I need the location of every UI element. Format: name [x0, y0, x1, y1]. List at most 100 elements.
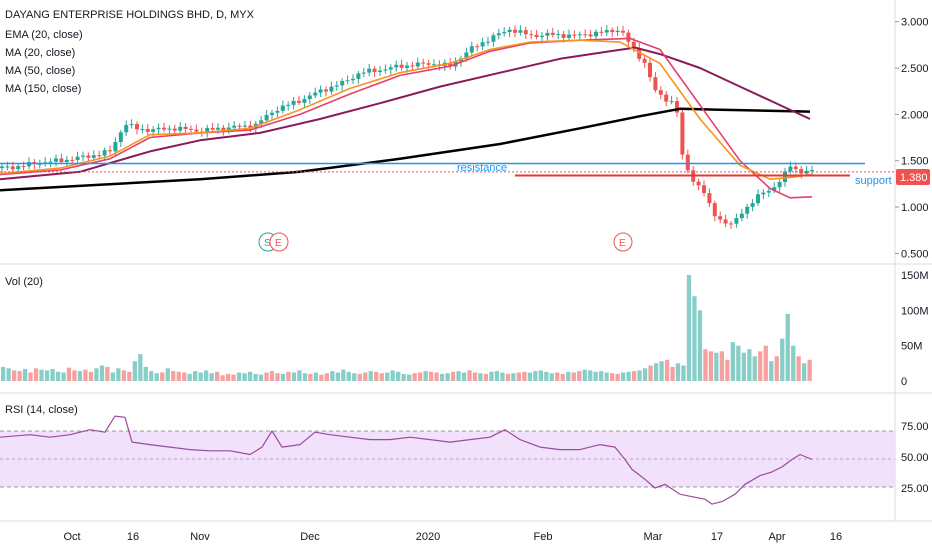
- volume-bar: [6, 368, 11, 381]
- volume-bar: [648, 365, 653, 381]
- candle-body: [140, 128, 145, 130]
- volume-bar: [511, 373, 516, 381]
- volume-bar: [346, 371, 351, 381]
- volume-bar: [61, 372, 66, 381]
- candle-body: [232, 125, 237, 128]
- candle-body: [766, 190, 771, 193]
- candle-body: [156, 127, 161, 130]
- volume-bar: [719, 351, 724, 381]
- candle-body: [642, 58, 647, 63]
- candle-body: [486, 41, 490, 43]
- candle-body: [421, 62, 426, 64]
- time-axis-tick: Oct: [63, 531, 80, 543]
- volume-bar: [50, 369, 55, 381]
- candle-body: [513, 29, 517, 33]
- candle-body: [205, 128, 210, 133]
- candle-body: [729, 223, 733, 225]
- candle-body: [59, 158, 64, 163]
- volume-bar: [39, 369, 44, 381]
- candle-body: [707, 193, 712, 204]
- time-axis-tick: Feb: [534, 531, 553, 543]
- volume-bar: [258, 374, 264, 381]
- candle-body: [432, 64, 436, 66]
- volume-bar: [280, 373, 286, 381]
- candle-body: [108, 150, 112, 152]
- candle-body: [491, 35, 496, 42]
- volume-bar: [478, 373, 483, 381]
- price-axis-tick: 0.500: [901, 248, 929, 260]
- volume-bar: [160, 372, 165, 381]
- volume-bar: [747, 349, 752, 381]
- event-marker-e-2[interactable]: E: [613, 232, 633, 252]
- volume-bar: [549, 373, 554, 381]
- volume-bar: [264, 372, 269, 381]
- candle-body: [739, 213, 744, 219]
- candle-body: [545, 32, 550, 36]
- volume-bar: [204, 370, 209, 381]
- candle-body: [658, 90, 663, 95]
- volume-bar: [615, 373, 620, 381]
- candle-body: [383, 69, 388, 71]
- candle-body: [540, 35, 544, 38]
- candle-body: [172, 128, 177, 131]
- candle-body: [54, 158, 58, 162]
- volume-bar: [566, 371, 571, 381]
- volume-bar: [127, 371, 132, 381]
- candle-body: [378, 70, 382, 72]
- candle-body: [653, 77, 658, 91]
- rsi-axis-tick: 75.00: [901, 421, 929, 433]
- support-label: support: [855, 175, 892, 187]
- volume-bar: [774, 356, 779, 381]
- volume-bar: [231, 374, 236, 381]
- volume-bar: [741, 352, 746, 381]
- ma50-line: [0, 46, 811, 181]
- volume-bar: [215, 371, 220, 381]
- candle-body: [226, 127, 231, 131]
- volume-bar: [725, 359, 730, 381]
- candle-body: [723, 219, 728, 224]
- candle-body: [37, 163, 42, 165]
- candle-body: [162, 127, 166, 130]
- volume-bar: [198, 372, 203, 381]
- candle-body: [594, 31, 598, 37]
- candle-body: [221, 127, 226, 131]
- candle-body: [307, 95, 312, 100]
- volume-bar: [44, 370, 50, 381]
- candle-body: [151, 129, 156, 132]
- candle-body: [345, 80, 350, 82]
- volume-bar: [418, 372, 423, 381]
- rsi-title: RSI (14, close): [5, 404, 78, 416]
- volume-bar: [423, 371, 428, 381]
- axes: 0.500 1.000 1.500 2.000 2.500 3.000 0 50M 100M 15…: [63, 17, 928, 543]
- candle-body: [626, 32, 631, 42]
- volume-bar: [582, 369, 587, 381]
- volume-bar: [500, 372, 505, 381]
- volume-bar: [560, 373, 565, 381]
- volume-bar: [149, 371, 154, 381]
- ema20-line: [0, 39, 813, 180]
- event-marker-e-1[interactable]: E: [269, 232, 289, 252]
- price-axis-tick: 3.000: [901, 17, 929, 29]
- volume-bar: [209, 373, 214, 381]
- candle-body: [480, 42, 485, 47]
- svg-text:E: E: [619, 238, 626, 249]
- volume-bar: [599, 371, 604, 381]
- candle-body: [210, 128, 215, 130]
- time-axis-tick: 16: [830, 531, 842, 543]
- volume-bar: [807, 359, 812, 381]
- volume-bar: [412, 373, 417, 381]
- volume-bar: [659, 361, 664, 381]
- candle-body: [610, 29, 615, 33]
- volume-bar: [116, 368, 121, 381]
- candle-body: [577, 34, 582, 36]
- volume-bar: [297, 370, 302, 381]
- volume-bar: [664, 359, 670, 381]
- volume-bar: [785, 313, 790, 381]
- candle-body: [275, 110, 280, 113]
- volume-bar: [752, 356, 757, 381]
- candle-body: [572, 34, 577, 36]
- candle-body: [264, 114, 269, 121]
- volume-bar: [269, 371, 275, 381]
- candle-body: [761, 192, 766, 195]
- volume-bar: [401, 373, 406, 381]
